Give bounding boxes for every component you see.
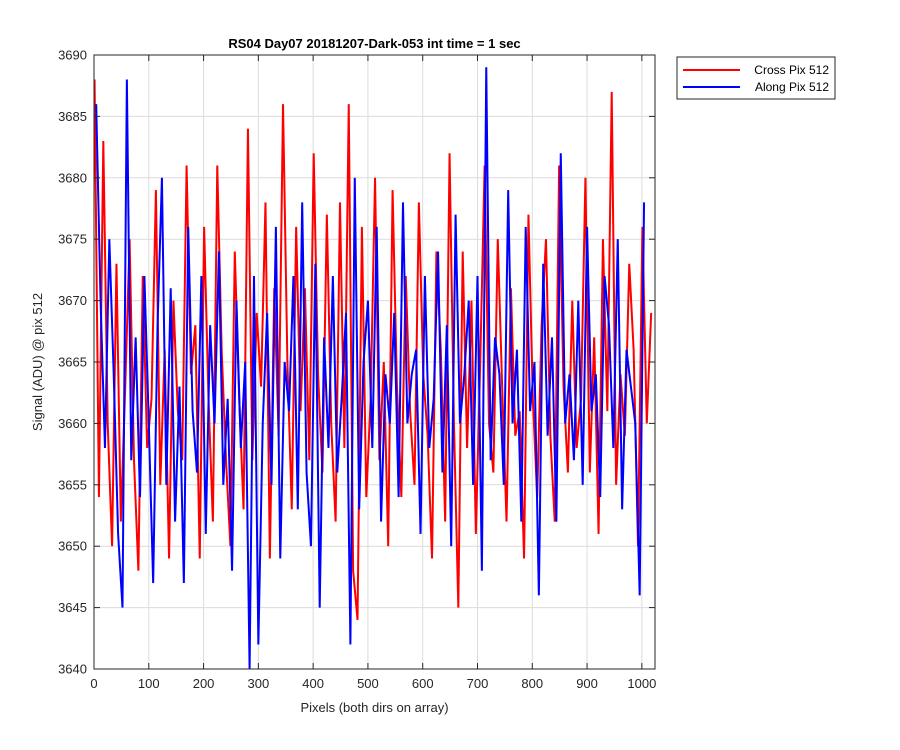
y-tick-label: 3670 bbox=[58, 293, 87, 308]
legend-box bbox=[676, 56, 836, 100]
axis-ticks: 0 100 200 300 400 500 600 700 800 900 1000 3640 3645… bbox=[58, 48, 656, 692]
legend: Cross Pix 512 Along Pix 512 bbox=[676, 56, 836, 100]
legend-label-along-pix: Along Pix 512 bbox=[755, 80, 829, 94]
y-tick-label: 3690 bbox=[58, 48, 87, 63]
y-tick-label: 3680 bbox=[58, 170, 87, 185]
x-tick-label: 600 bbox=[412, 676, 434, 691]
x-axis-label: Pixels (both dirs on array) bbox=[300, 700, 448, 715]
y-tick-label: 3640 bbox=[58, 662, 87, 677]
x-tick-label: 1000 bbox=[627, 676, 656, 691]
x-tick-label: 100 bbox=[138, 676, 160, 691]
y-axis-label: Signal (ADU) @ pix 512 bbox=[30, 293, 45, 431]
y-tick-label: 3650 bbox=[58, 539, 87, 554]
x-tick-label: 800 bbox=[521, 676, 543, 691]
chart-title: RS04 Day07 20181207-Dark-053 int time = … bbox=[228, 36, 520, 51]
x-tick-label: 400 bbox=[302, 676, 324, 691]
data-series bbox=[93, 67, 653, 670]
x-tick-label: 200 bbox=[193, 676, 215, 691]
y-tick-label: 3660 bbox=[58, 416, 87, 431]
y-tick-label: 3675 bbox=[58, 232, 87, 247]
series-line-along-pix bbox=[95, 67, 646, 670]
x-tick-label: 700 bbox=[467, 676, 489, 691]
y-tick-label: 3645 bbox=[58, 600, 87, 615]
x-tick-label: 0 bbox=[90, 676, 97, 691]
y-tick-label: 3665 bbox=[58, 355, 87, 370]
x-tick-label: 900 bbox=[576, 676, 598, 691]
x-tick-label: 300 bbox=[248, 676, 270, 691]
y-tick-label: 3685 bbox=[58, 109, 87, 124]
series-line-cross-pix bbox=[93, 79, 653, 620]
legend-label-cross-pix: Cross Pix 512 bbox=[754, 63, 829, 77]
x-tick-label: 500 bbox=[357, 676, 379, 691]
y-tick-label: 3655 bbox=[58, 477, 87, 492]
